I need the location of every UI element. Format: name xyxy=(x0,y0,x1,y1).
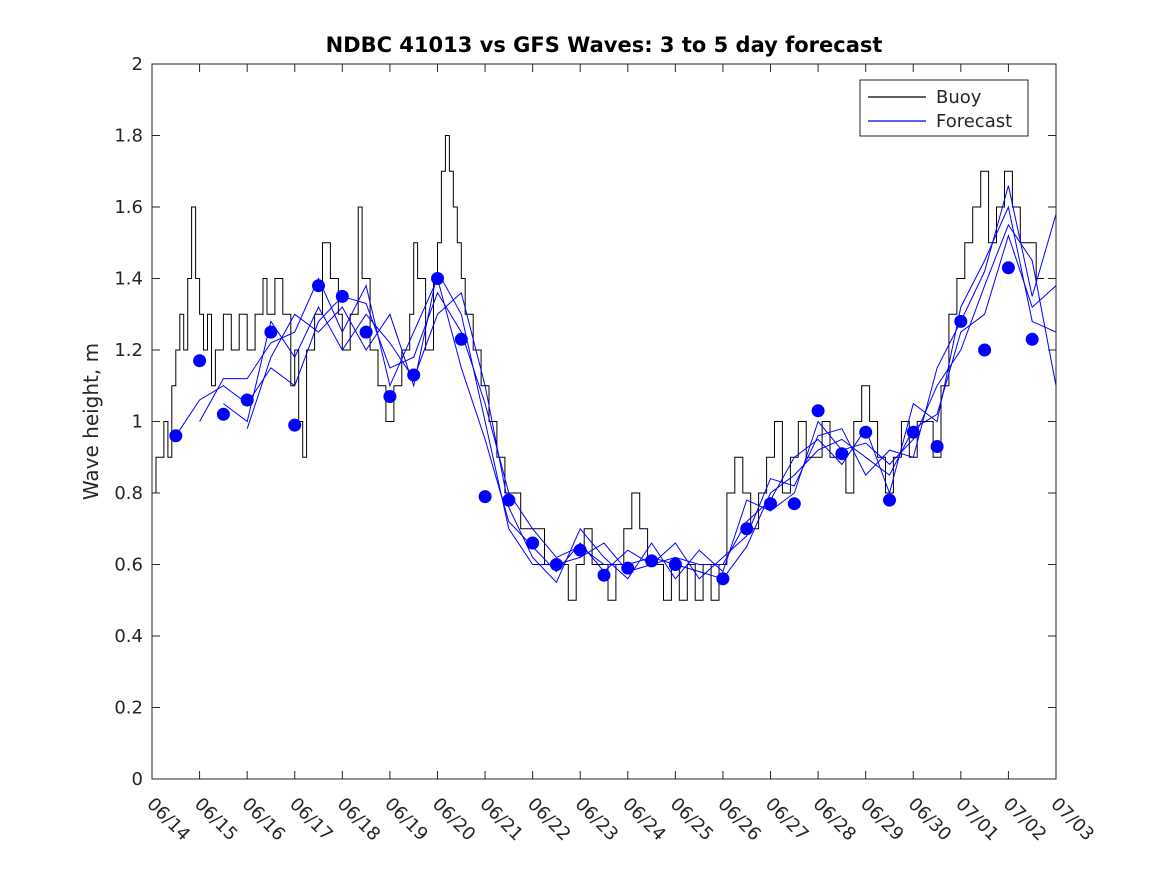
y-tick-label: 0.4 xyxy=(114,626,143,647)
forecast-marker-3 xyxy=(216,407,230,421)
forecast-marker-26 xyxy=(787,497,801,511)
forecast-marker-29 xyxy=(859,425,873,439)
y-tick-label: 1.2 xyxy=(114,340,143,361)
forecast-marker-36 xyxy=(1025,332,1039,346)
forecast-marker-33 xyxy=(954,314,968,328)
forecast-marker-9 xyxy=(359,325,373,339)
series-line-buoy xyxy=(152,135,1045,601)
forecast-marker-27 xyxy=(811,404,825,418)
y-tick-label: 1.4 xyxy=(114,269,143,290)
forecast-marker-8 xyxy=(335,289,349,303)
forecast-marker-25 xyxy=(764,497,777,511)
y-tick-label: 1.8 xyxy=(114,126,143,147)
forecast-marker-4 xyxy=(240,393,254,407)
forecast-marker-16 xyxy=(526,536,540,550)
forecast-marker-23 xyxy=(716,572,730,586)
forecast-marker-11 xyxy=(407,368,421,382)
y-tick-label: 0.8 xyxy=(114,483,143,504)
legend-entry-buoy: Buoy xyxy=(936,87,982,108)
forecast-marker-32 xyxy=(930,440,944,453)
legend-entry-forecast: Forecast xyxy=(936,111,1012,132)
forecast-marker-5 xyxy=(264,325,278,339)
forecast-marker-19 xyxy=(597,568,611,582)
forecast-marker-20 xyxy=(621,561,635,575)
chart-title: NDBC 41013 vs GFS Waves: 3 to 5 day fore… xyxy=(326,33,883,57)
y-tick-label: 1 xyxy=(132,412,143,433)
forecast-marker-14 xyxy=(478,490,492,504)
forecast-marker-6 xyxy=(288,418,302,432)
forecast-marker-35 xyxy=(1001,261,1015,275)
legend-box xyxy=(859,79,1029,137)
y-tick-label: 0 xyxy=(132,769,143,790)
forecast-marker-34 xyxy=(978,343,992,357)
y-axis-label: Wave height, m xyxy=(79,343,103,500)
y-tick-label: 0.2 xyxy=(114,698,143,719)
forecast-marker-7 xyxy=(312,279,325,293)
y-tick-label: 1.6 xyxy=(114,197,143,218)
forecast-marker-2 xyxy=(193,354,207,368)
forecast-marker-30 xyxy=(883,493,896,507)
forecast-marker-10 xyxy=(383,390,397,403)
forecast-marker-22 xyxy=(668,558,682,571)
y-tick-label: 2 xyxy=(132,54,143,75)
forecast-marker-31 xyxy=(906,425,920,439)
forecast-marker-13 xyxy=(454,332,468,346)
forecast-marker-17 xyxy=(549,558,563,571)
forecast-marker-12 xyxy=(431,272,444,285)
forecast-marker-21 xyxy=(645,554,659,568)
forecast-marker-18 xyxy=(573,543,587,557)
forecast-marker-1 xyxy=(169,429,183,443)
forecast-marker-28 xyxy=(835,447,849,461)
data-layer xyxy=(152,135,1057,601)
series-line-forecast-2 xyxy=(199,205,1057,573)
forecast-marker-24 xyxy=(740,522,754,536)
legend: Buoy Forecast xyxy=(859,79,1029,137)
y-tick-label: 0.6 xyxy=(114,555,143,576)
forecast-marker-15 xyxy=(502,493,516,507)
